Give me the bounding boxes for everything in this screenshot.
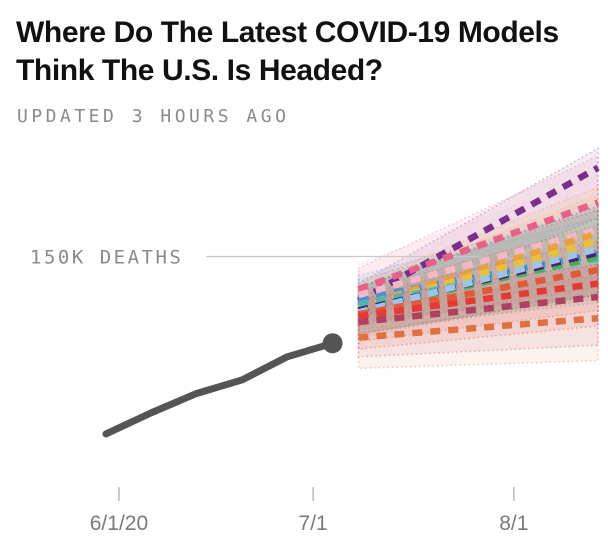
x-axis: 6/1/20 7/1 8/1 (90, 487, 528, 535)
forecast-line-10 (357, 245, 599, 316)
latest-observed-point (322, 333, 343, 354)
forecast-line-2 (357, 199, 600, 293)
observed-deaths-line (102, 339, 337, 438)
forecast-lines (356, 164, 600, 341)
updated-timestamp: UPDATED 3 HOURS AGO (17, 106, 290, 127)
forecast-line-4 (357, 226, 599, 299)
reference-line-group: 150K DEATHS (30, 246, 482, 268)
forecast-line-11 (357, 266, 599, 318)
forecast-line-13 (358, 293, 599, 326)
x-tick-label: 7/1 (299, 512, 328, 535)
x-tick-label: 6/1/20 (90, 512, 148, 535)
forecast-line-14 (358, 314, 599, 341)
x-tick-label: 8/1 (499, 512, 528, 535)
forecast-line-12 (358, 280, 599, 320)
reference-line-label: 150K DEATHS (30, 246, 183, 268)
chart-title: Where Do The Latest COVID-19 Models Thin… (16, 16, 559, 87)
forecast-line-1 (356, 164, 600, 304)
observed-series (102, 333, 343, 438)
